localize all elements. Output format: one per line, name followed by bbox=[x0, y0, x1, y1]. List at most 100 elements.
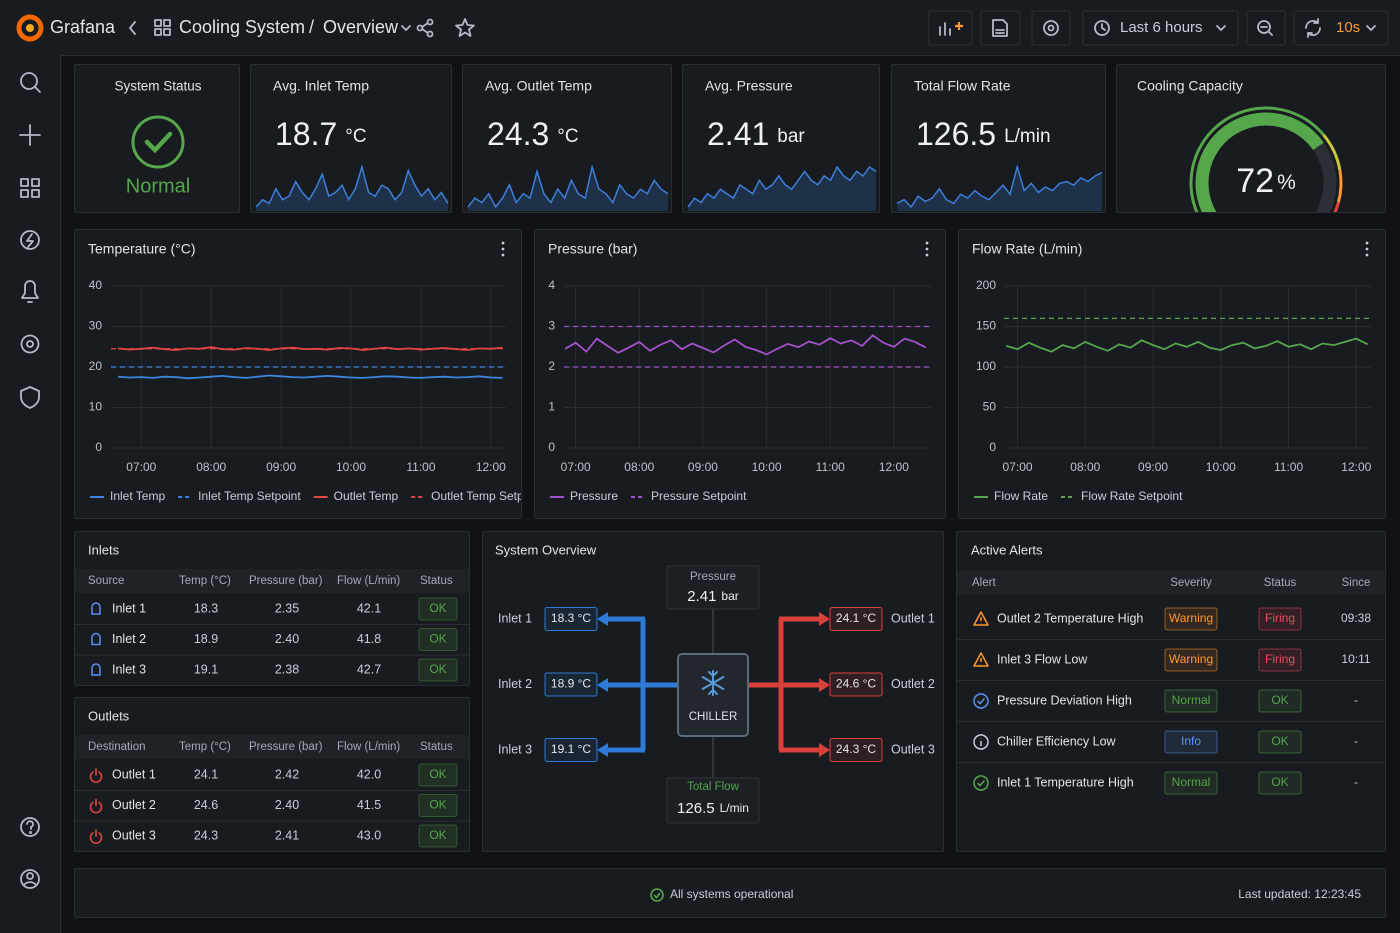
create-icon[interactable] bbox=[19, 124, 41, 146]
cell: 2.35 bbox=[275, 601, 299, 615]
panel-menu-dot bbox=[925, 241, 929, 245]
total-flow-unit: L/min bbox=[720, 801, 749, 815]
settings-button[interactable] bbox=[1031, 10, 1071, 46]
status-footer: All systems operational Last updated: 12… bbox=[74, 868, 1386, 918]
legend-label: Pressure bbox=[570, 489, 618, 503]
alert-icon bbox=[973, 775, 989, 791]
outlet-icon bbox=[89, 798, 103, 814]
panel-title: Inlets bbox=[88, 542, 120, 557]
legend-label: Outlet Temp bbox=[334, 489, 399, 503]
stat-panel: Avg. Outlet Temp 24.3 °C bbox=[462, 64, 672, 213]
profile-icon[interactable] bbox=[20, 869, 40, 889]
column-header: Source bbox=[88, 575, 124, 587]
row-name: Outlet 1 bbox=[112, 767, 156, 781]
stat-title: Avg. Outlet Temp bbox=[485, 78, 592, 94]
y-tick-label: 100 bbox=[976, 359, 996, 373]
column-header: Pressure (bar) bbox=[249, 741, 323, 753]
stat-panel: Avg. Inlet Temp 18.7 °C bbox=[250, 64, 452, 213]
cell: 43.0 bbox=[357, 828, 381, 842]
stat-readout: 18.7 °C bbox=[275, 116, 367, 152]
search-icon[interactable] bbox=[20, 72, 41, 93]
node-value: 18.9 °C bbox=[551, 677, 591, 691]
status-badge bbox=[418, 824, 458, 848]
return-arrows bbox=[819, 612, 830, 757]
shield-icon[interactable] bbox=[20, 386, 40, 409]
snowflake-icon bbox=[701, 670, 725, 696]
help-icon[interactable] bbox=[20, 817, 40, 837]
stat-readout: 126.5 L/min bbox=[916, 116, 1051, 152]
refresh-interval[interactable]: 10s bbox=[1336, 19, 1360, 36]
node-value: 24.1 °C bbox=[836, 611, 876, 625]
back-icon[interactable] bbox=[129, 21, 136, 35]
node-value-box bbox=[829, 672, 883, 697]
series-line bbox=[117, 346, 503, 351]
row-name: Inlet 3 bbox=[112, 662, 146, 676]
legend-label: Flow Rate Setpoint bbox=[1081, 489, 1183, 503]
share-icon[interactable] bbox=[416, 18, 434, 38]
status-text: OK bbox=[1271, 693, 1288, 707]
add-panel-button[interactable] bbox=[928, 10, 973, 46]
stat-value: 24.3 bbox=[487, 116, 549, 152]
star-icon[interactable] bbox=[455, 18, 475, 37]
gauge-value: 72 bbox=[1236, 162, 1274, 200]
row-name: Outlet 3 bbox=[112, 828, 156, 842]
panel-menu-dot bbox=[925, 253, 929, 257]
y-tick-label: 10 bbox=[89, 400, 103, 414]
gauge-title: Cooling Capacity bbox=[1137, 78, 1243, 94]
status-badge bbox=[1258, 730, 1302, 754]
x-tick-label: 12:00 bbox=[1341, 460, 1371, 474]
inlet-icon bbox=[91, 663, 101, 676]
node-label: Inlet 1 bbox=[498, 611, 532, 625]
status-badge bbox=[418, 763, 458, 787]
dashboard-menu-chevron[interactable] bbox=[401, 25, 411, 31]
alerting-icon[interactable] bbox=[21, 280, 39, 303]
total-flow-readout: 126.5 L/min bbox=[677, 800, 749, 817]
panel-title: Active Alerts bbox=[971, 542, 1043, 557]
cell: 2.42 bbox=[275, 767, 299, 781]
node-label: Outlet 2 bbox=[891, 677, 935, 691]
settings-icon[interactable] bbox=[20, 334, 40, 354]
cell: 41.8 bbox=[357, 632, 381, 646]
node-value-box bbox=[829, 607, 883, 631]
severity-badge bbox=[1164, 648, 1218, 672]
stat-unit: °C bbox=[345, 126, 366, 147]
dashboard-title[interactable]: Overview bbox=[323, 17, 399, 37]
panel-menu-dot bbox=[1365, 247, 1369, 251]
y-tick-label: 4 bbox=[548, 278, 555, 292]
zoom-out-button[interactable] bbox=[1246, 10, 1286, 46]
dashboards-nav-icon[interactable] bbox=[20, 178, 40, 198]
table-panel: Outlets Destination Temp (°C) Pressure (bar… bbox=[74, 697, 470, 852]
alert-icon bbox=[973, 693, 989, 709]
status-badge bbox=[418, 658, 458, 682]
refresh-picker[interactable] bbox=[1293, 10, 1389, 46]
time-picker[interactable] bbox=[1082, 10, 1239, 46]
alert-name: Outlet 2 Temperature High bbox=[997, 611, 1143, 625]
explore-icon[interactable] bbox=[20, 230, 40, 250]
folder-link[interactable]: Cooling System bbox=[179, 17, 305, 37]
inlet-icon bbox=[91, 632, 101, 646]
gauge-unit: % bbox=[1277, 171, 1296, 194]
total-flow-value: 126.5 bbox=[677, 800, 715, 817]
node-label: Inlet 2 bbox=[498, 677, 532, 691]
alert-icon bbox=[973, 611, 989, 626]
x-tick-label: 11:00 bbox=[406, 460, 435, 474]
stat-title: Avg. Inlet Temp bbox=[273, 78, 369, 94]
x-tick-label: 08:00 bbox=[196, 460, 226, 474]
x-tick-label: 09:00 bbox=[688, 460, 718, 474]
save-button[interactable] bbox=[980, 10, 1021, 46]
outlet-icon bbox=[89, 829, 103, 844]
gauge-threshold bbox=[1322, 133, 1342, 171]
sparkline-area bbox=[468, 167, 668, 211]
node-label: Outlet 3 bbox=[891, 742, 935, 756]
last-updated: Last updated: 12:23:45 bbox=[1238, 887, 1361, 901]
gauge-value-arc bbox=[1195, 112, 1324, 212]
gauge-threshold bbox=[1333, 201, 1340, 212]
x-tick-label: 10:00 bbox=[336, 460, 366, 474]
series-line bbox=[564, 334, 927, 356]
chart-panel: Flow Rate (L/min) 0 50 100 150 200 07:00 08:00 0… bbox=[958, 229, 1386, 519]
column-header: Destination bbox=[88, 741, 146, 753]
cell: 18.9 bbox=[194, 632, 218, 646]
y-tick-label: 30 bbox=[89, 319, 103, 333]
sparkline bbox=[467, 164, 669, 209]
time-range[interactable]: Last 6 hours bbox=[1120, 19, 1203, 36]
